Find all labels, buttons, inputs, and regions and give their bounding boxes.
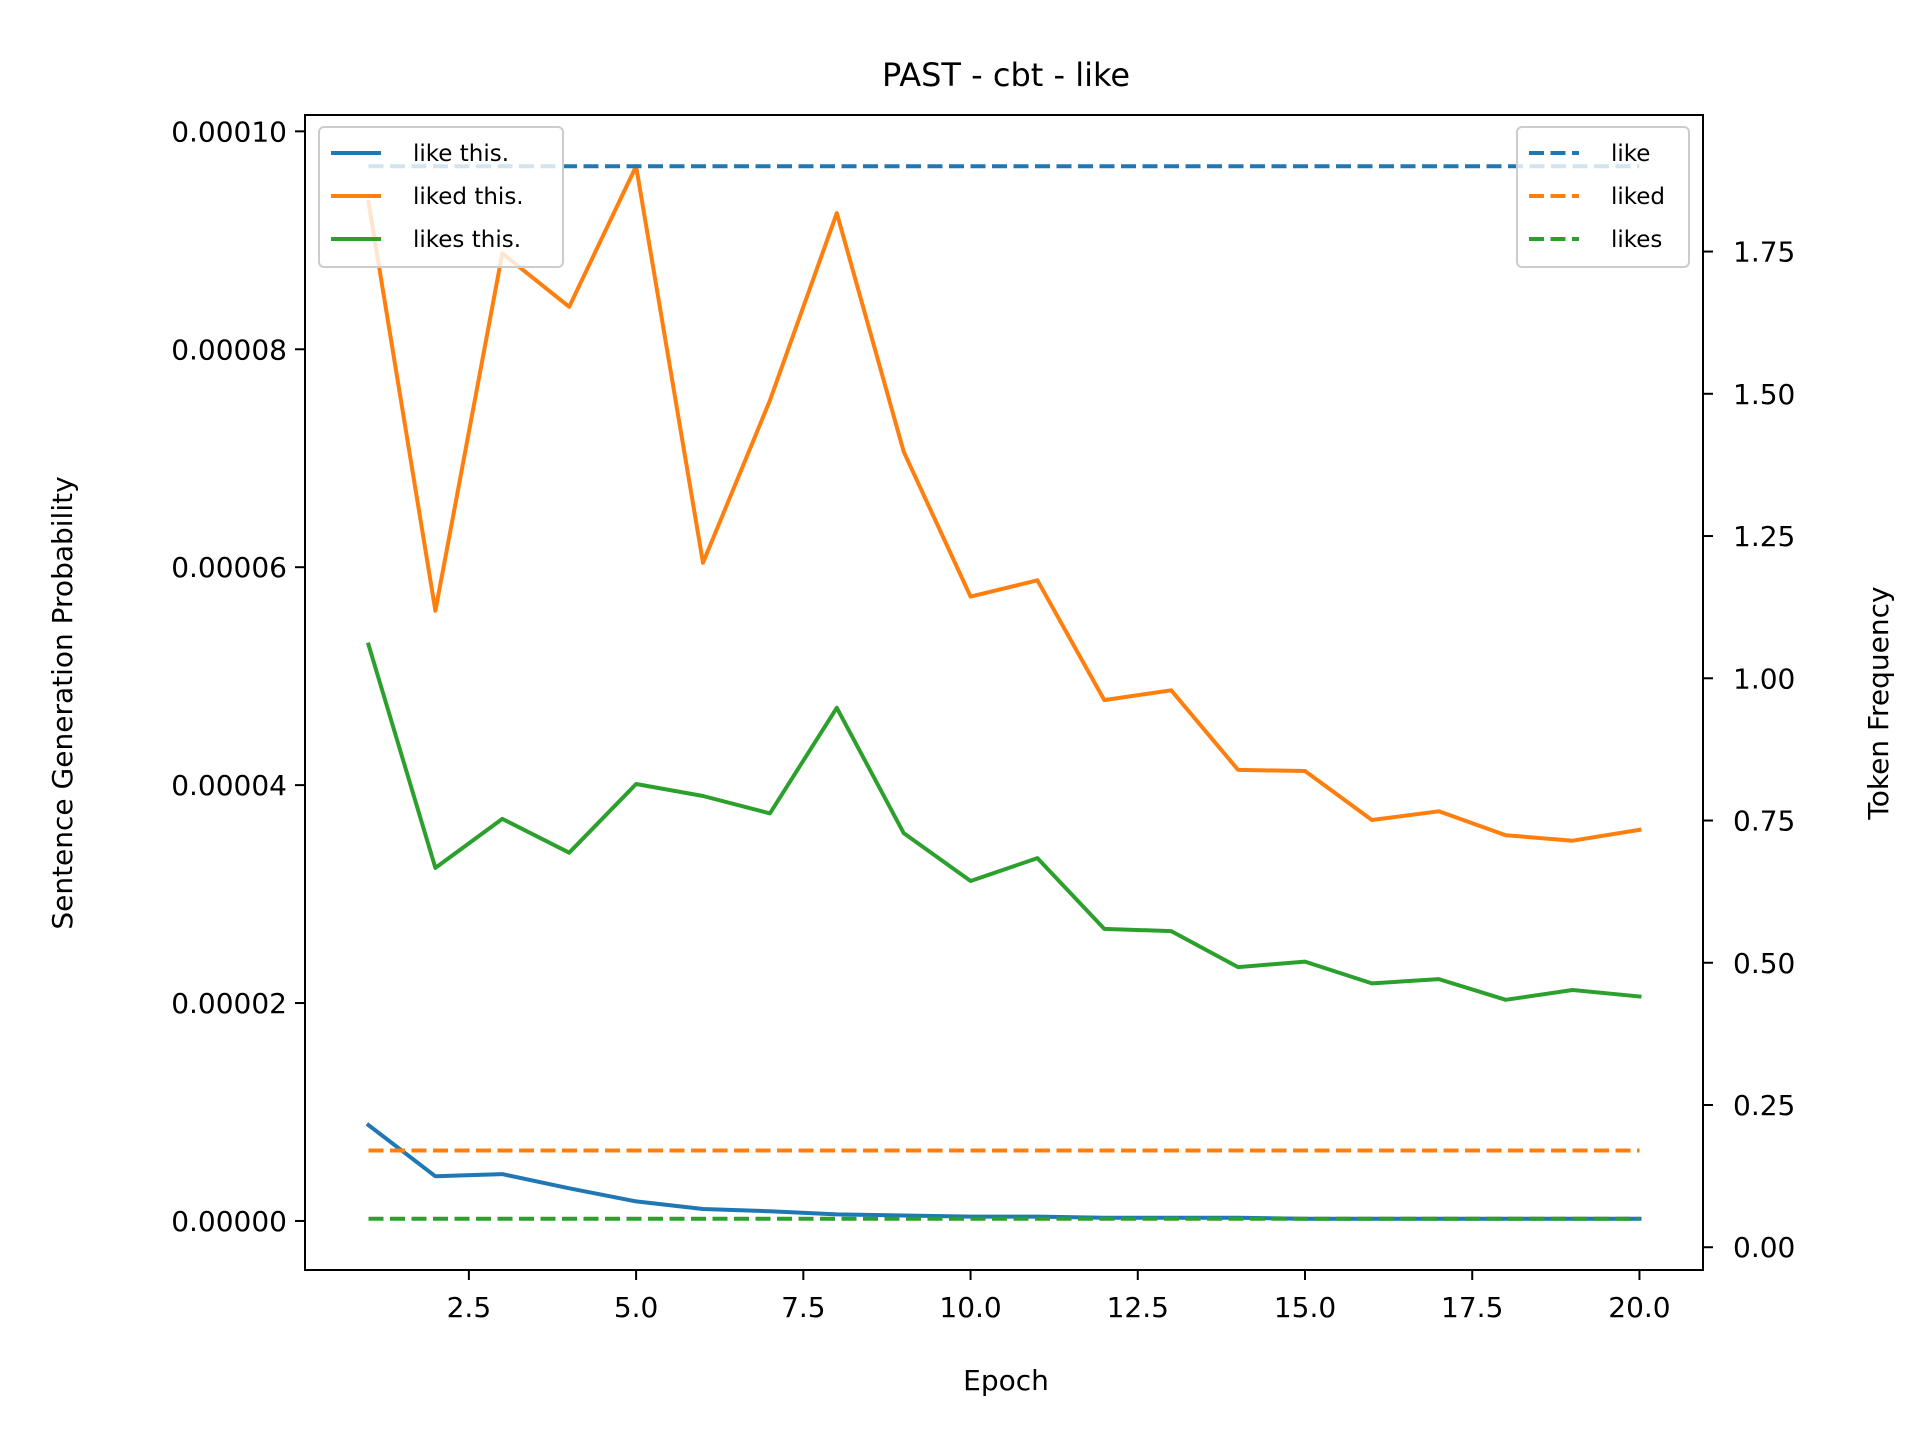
legends: like this.liked this.likes this.likelike…	[318, 126, 1690, 268]
y2-tick-label: 1.00	[1733, 662, 1795, 695]
y2-tick-label: 0.00	[1733, 1231, 1795, 1264]
x-tick-label: 5.0	[614, 1291, 659, 1324]
plot-frame	[304, 114, 1704, 1271]
y-tick-label: 0.00006	[171, 551, 287, 584]
legend-upper-left: like this. liked this. likes this.	[318, 126, 564, 268]
y2-tick-label: 0.25	[1733, 1089, 1795, 1122]
axes: 2.5 5.0 7.5 10.0 12.5 15.0 17.5 20.0 0.00000 0.00…	[171, 114, 1795, 1324]
y-tick-label: 0.00008	[171, 333, 287, 366]
x-tick-label: 2.5	[447, 1291, 492, 1324]
y-tick-label: 0.00000	[171, 1205, 287, 1238]
legend-label: liked	[1611, 184, 1665, 210]
legend-label: likes	[1611, 227, 1662, 253]
legend-label: liked this.	[413, 184, 524, 210]
plot-area	[365, 164, 1642, 1221]
series-line-2	[366, 642, 1642, 1002]
y2-tick-label: 1.25	[1733, 520, 1795, 553]
x-tick-label: 7.5	[781, 1291, 826, 1324]
y-tick-label: 0.00004	[171, 769, 287, 802]
x-tick-label: 17.5	[1441, 1291, 1503, 1324]
series-line-1	[366, 164, 1642, 843]
x-tick-label: 10.0	[939, 1291, 1001, 1324]
y2-tick-label: 0.50	[1733, 947, 1795, 980]
y2-tick-label: 0.75	[1733, 805, 1795, 838]
x-tick-label: 12.5	[1107, 1291, 1169, 1324]
y-axis-label: Sentence Generation Probability	[46, 476, 79, 929]
legend-upper-right: like liked likes	[1516, 126, 1690, 268]
legend-box	[318, 126, 564, 268]
y2-axis-label: Token Frequency	[1862, 586, 1895, 820]
legend-label: likes this.	[413, 227, 521, 253]
legend-box	[1516, 126, 1690, 268]
chart-title: PAST - cbt - like	[882, 56, 1130, 94]
y-tick-label: 0.00010	[171, 115, 287, 148]
x-tick-label: 15.0	[1274, 1291, 1336, 1324]
y2-tick-label: 1.50	[1733, 378, 1795, 411]
legend-label: like this.	[413, 141, 509, 167]
x-axis-label: Epoch	[963, 1364, 1049, 1397]
legend-label: like	[1611, 141, 1650, 167]
y-tick-label: 0.00002	[171, 987, 287, 1020]
y2-tick-label: 1.75	[1733, 236, 1795, 269]
x-tick-label: 20.0	[1608, 1291, 1670, 1324]
